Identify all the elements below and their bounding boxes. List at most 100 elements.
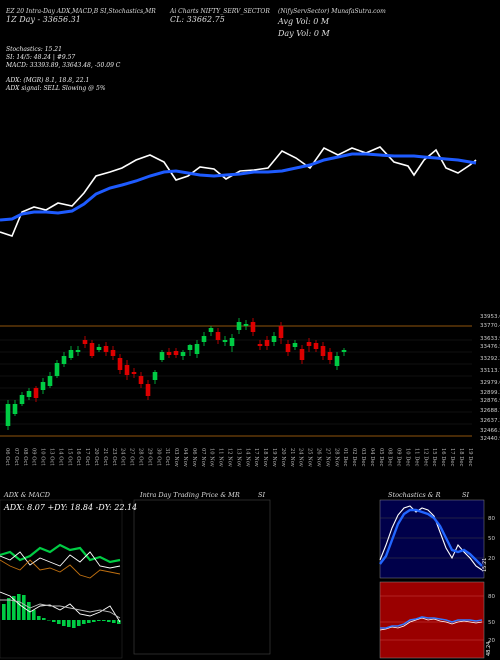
macd-histogram-bar xyxy=(7,598,11,620)
rsi-signal-line xyxy=(380,616,483,629)
adx-values: ADX: 8.07 +DY: 18.84 -DY: 22.14 xyxy=(4,503,138,512)
stoch-tick-label: 80 xyxy=(488,516,495,522)
adx-signal-readout: ADX signal: SELL Slowing @ 5% xyxy=(6,85,106,92)
price-axis-label: 33113.75 xyxy=(480,368,500,374)
candle-body xyxy=(215,332,221,340)
date-label: 07 Nov xyxy=(200,448,206,467)
date-label: 21 Nov xyxy=(289,448,295,467)
candle-body xyxy=(54,363,60,376)
candle-body xyxy=(229,338,235,346)
candle-body xyxy=(5,404,11,426)
stoch-panel-title: Stochastics & R xyxy=(388,491,441,499)
adx-plus-di-line xyxy=(0,543,121,564)
date-label: 11 Dec xyxy=(413,448,419,466)
adx-minus-di-line xyxy=(0,559,121,579)
macd-histogram-bar xyxy=(112,620,116,623)
macd-histogram-bar xyxy=(42,618,46,620)
date-label: 17 Oct xyxy=(84,448,90,466)
candle-body xyxy=(68,350,74,358)
date-label: 02 Dec xyxy=(351,448,357,466)
candle-body xyxy=(285,344,291,352)
macd-histogram-bar xyxy=(107,620,111,622)
date-label: 06 Nov xyxy=(191,448,197,467)
macd-histogram-bar xyxy=(77,620,81,626)
price-axis-label: 32979.60 xyxy=(480,380,500,386)
price-axis-label: 32876.9 xyxy=(480,398,500,404)
date-label: 24 Oct xyxy=(120,448,126,466)
price-axis-label: 32466.5 xyxy=(480,428,500,434)
candle-body xyxy=(138,376,144,384)
stoch-panel-si: SI xyxy=(462,491,470,499)
price-axis-label: 33953.60 xyxy=(480,314,500,320)
date-label: 06 Oct xyxy=(4,448,10,466)
date-label: 19 Dec xyxy=(467,448,473,466)
macd-readout: MACD: 33393.89, 33643.48, -50.09 C xyxy=(6,62,121,69)
macd-histogram-bar xyxy=(32,610,36,620)
header-col3-line2: CL: 33662.75 xyxy=(170,15,225,24)
macd-histogram-bar xyxy=(52,620,56,622)
date-label: 08 Oct xyxy=(22,448,28,466)
date-label: 07 Oct xyxy=(13,448,19,466)
candle-body xyxy=(187,345,193,350)
header-col4-line3: Day Vol: 0 M xyxy=(278,29,330,38)
candle-body xyxy=(194,344,200,354)
candle-body xyxy=(117,358,123,370)
price-axis-label: 33770.45 xyxy=(480,323,500,329)
macd-histogram-bar xyxy=(67,620,71,627)
candle-body xyxy=(271,336,277,342)
adx-line xyxy=(0,551,121,569)
moving-average-line xyxy=(0,152,477,222)
macd-histogram-bar xyxy=(17,594,21,620)
rsi-tick-label: 80 xyxy=(488,594,495,600)
candle-body xyxy=(40,382,46,390)
si-readout: SI: 14/5: 48.24 | #9.57 xyxy=(6,54,76,61)
header-col4-line1: (NifyServSector) MunafaSutra.com xyxy=(278,8,386,15)
stoch-k-line xyxy=(379,505,483,571)
date-label: 16 Dec xyxy=(440,448,446,466)
date-label: 05 Dec xyxy=(378,448,384,466)
date-label: 17 Nov xyxy=(253,448,259,467)
header-col2-line1: SI,Stochastics,MR xyxy=(100,8,156,15)
date-label: 09 Dec xyxy=(396,448,402,466)
candle-body xyxy=(208,328,214,332)
candle-body xyxy=(243,324,249,326)
macd-histogram-bar xyxy=(102,620,106,621)
header-col4-line2: Avg Vol: 0 M xyxy=(278,17,330,26)
rsi-tick-label: 50 xyxy=(488,620,495,626)
date-label: 15 Oct xyxy=(66,448,72,466)
candle-body xyxy=(306,342,312,346)
macd-histogram-bar xyxy=(62,620,66,626)
candle-body xyxy=(313,343,319,349)
adx-panel-title: ADX & MACD xyxy=(4,491,50,499)
date-label: 11 Nov xyxy=(218,448,224,467)
header-col3-line1: Ai Charts NIFTY_SERV_SECTOR xyxy=(170,8,270,15)
macd-histogram-bar xyxy=(82,620,86,624)
date-label: 10 Nov xyxy=(209,448,215,467)
candle-body xyxy=(145,384,151,396)
date-label: 31 Oct xyxy=(164,448,170,466)
date-label: 27 Nov xyxy=(324,448,330,467)
macd-signal-line xyxy=(0,599,121,619)
candle-body xyxy=(82,340,88,344)
candle-body xyxy=(19,395,25,404)
candle-body xyxy=(33,388,39,398)
stochastics-panel xyxy=(379,499,485,579)
macd-histogram-bar xyxy=(97,620,101,621)
macd-histogram-bar xyxy=(87,620,91,623)
stoch-tick-label: 20 xyxy=(488,556,495,562)
date-label: 27 Oct xyxy=(129,448,135,466)
candle-body xyxy=(173,351,179,355)
rsi-value-label: 48.24 xyxy=(486,642,492,656)
price-axis-label: 33292.35 xyxy=(480,356,500,362)
candle-body xyxy=(131,372,137,374)
date-label: 03 Nov xyxy=(173,448,179,467)
candle-body xyxy=(47,376,53,386)
macd-histogram-bar xyxy=(72,620,76,628)
candle-body xyxy=(75,350,81,352)
price-axis-label: 32688.75 xyxy=(480,408,500,414)
date-label: 14 Oct xyxy=(57,448,63,466)
price-line xyxy=(0,146,477,237)
date-label: 29 Oct xyxy=(146,448,152,466)
adx-panel-frame xyxy=(0,499,123,659)
date-label: 04 Dec xyxy=(369,448,375,466)
